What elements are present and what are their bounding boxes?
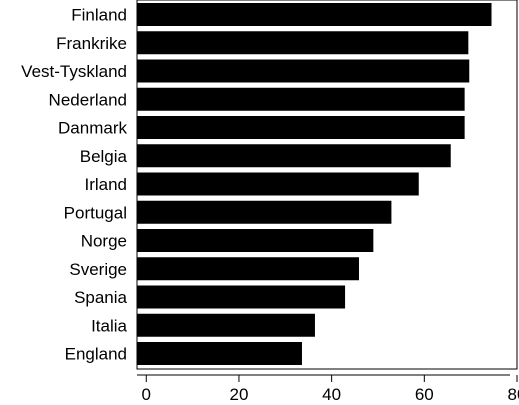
category-label: Belgia — [80, 147, 128, 166]
x-tick-label: 0 — [142, 385, 151, 404]
category-label: Frankrike — [56, 34, 127, 53]
category-labels: Finland Frankrike Vest-Tyskland Nederland Da… — [21, 6, 127, 364]
x-tick-label: 40 — [322, 385, 341, 404]
bar-belgia — [137, 144, 451, 168]
bar-italia — [137, 313, 315, 337]
bar-frankrike — [137, 31, 469, 55]
x-axis-ticks: 0 20 40 60 80 — [142, 375, 519, 404]
bar-vest-tyskland — [137, 59, 470, 83]
bar-nederland — [137, 87, 465, 111]
bar-england — [137, 342, 302, 365]
x-tick-label: 20 — [229, 385, 248, 404]
x-tick-label: 60 — [415, 385, 434, 404]
category-label: Danmark — [58, 119, 127, 138]
category-label: Vest-Tyskland — [21, 62, 127, 81]
category-label: Italia — [91, 316, 127, 335]
category-label: Spania — [74, 288, 127, 307]
bar-portugal — [137, 200, 392, 224]
bar-irland — [137, 172, 419, 196]
bar-danmark — [137, 116, 465, 139]
bar-finland — [137, 3, 492, 26]
x-tick-label: 80 — [508, 385, 519, 404]
category-label: Sverige — [69, 260, 127, 279]
category-label: England — [65, 345, 127, 364]
category-label: Irland — [84, 175, 127, 194]
category-label: Nederland — [49, 90, 127, 109]
bar-sverige — [137, 257, 359, 281]
category-label: Finland — [71, 6, 127, 25]
category-label: Norge — [81, 232, 127, 251]
bar-spania — [137, 285, 346, 309]
category-label: Portugal — [64, 203, 127, 222]
bar-norge — [137, 229, 374, 252]
bars-group — [137, 3, 492, 365]
